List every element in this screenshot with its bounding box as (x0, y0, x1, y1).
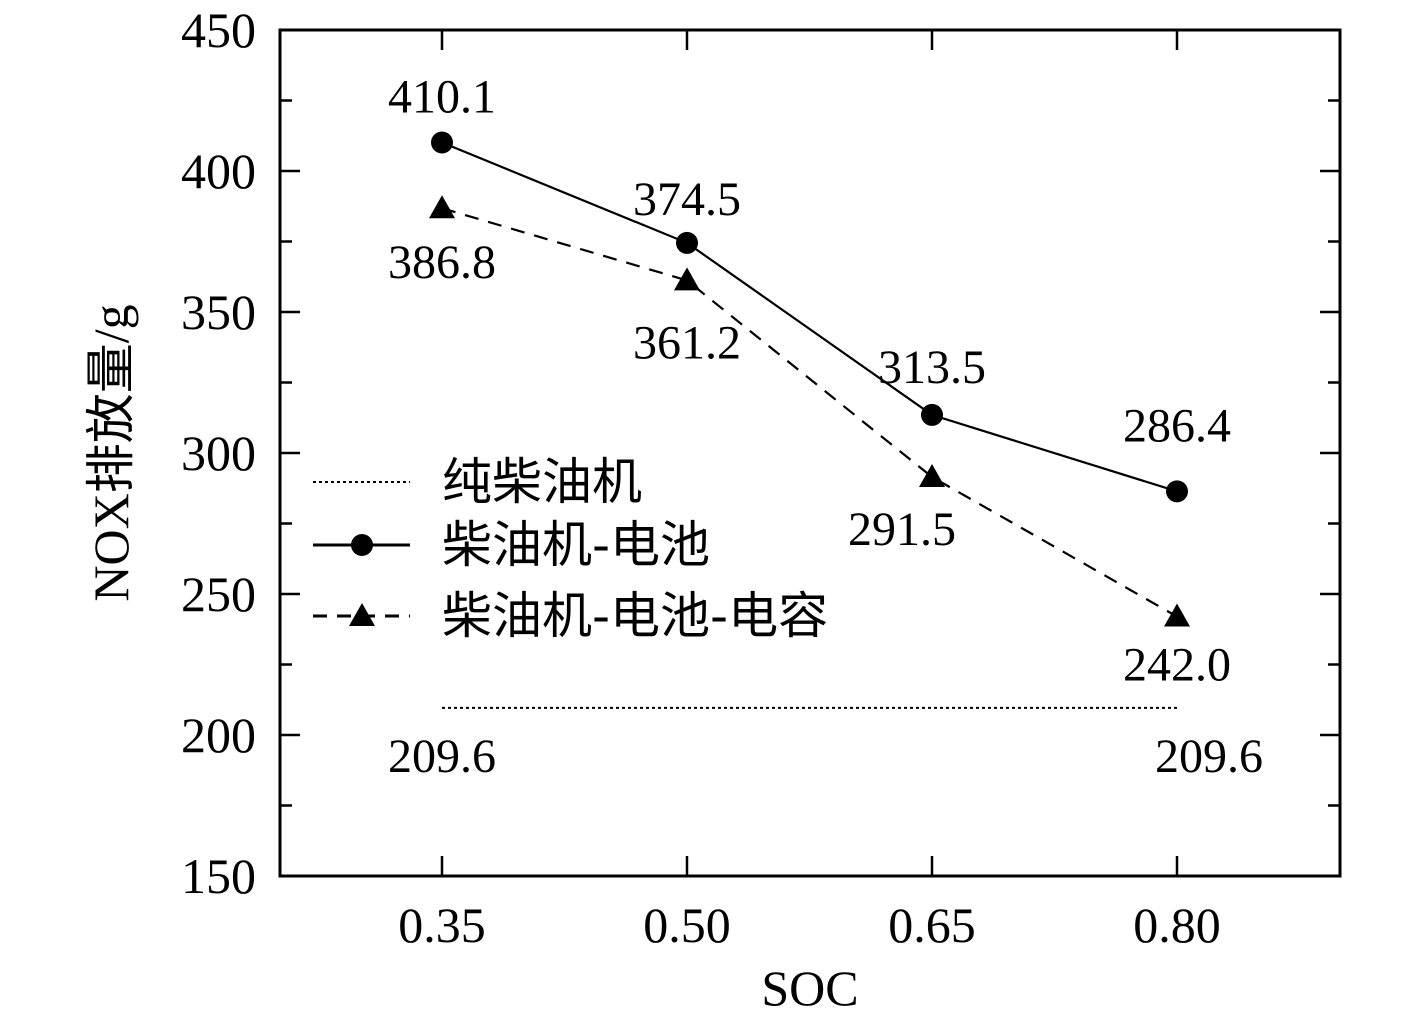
series-line-1 (441, 141, 1178, 493)
data-label: 410.1 (388, 71, 496, 124)
y-tick-label: 450 (181, 2, 256, 58)
legend-label: 柴油机-电池-电容 (442, 587, 828, 645)
legend-marker-2 (349, 603, 375, 626)
y-tick-label: 200 (181, 707, 256, 763)
series-line-2 (441, 207, 1178, 618)
data-label: 286.4 (1123, 399, 1231, 452)
y-axis-ticks: 150 200 250 300 350 400 450 (181, 2, 1340, 904)
x-tick-label: 0.50 (643, 897, 731, 953)
data-label: 291.5 (848, 503, 956, 556)
y-tick-label: 300 (181, 425, 256, 481)
y-tick-label: 150 (181, 848, 256, 904)
y-tick-label: 250 (181, 566, 256, 622)
series-1-point (431, 131, 453, 154)
y-axis-title: NOX排放量/g (83, 304, 139, 601)
data-label: 209.6 (1155, 730, 1263, 783)
y-tick-label: 350 (181, 284, 256, 340)
data-label: 361.2 (633, 316, 741, 369)
series-2-point (429, 195, 455, 219)
series-layer (429, 131, 1190, 709)
x-axis-ticks: 0.35 0.50 0.65 0.80 (398, 30, 1221, 953)
series-2-point (919, 463, 945, 487)
data-label: 209.6 (388, 730, 496, 783)
x-tick-label: 0.80 (1133, 897, 1221, 953)
series-2-point (1164, 603, 1190, 627)
legend-label: 纯柴油机 (442, 453, 642, 511)
legend-label: 柴油机-电池 (442, 516, 710, 574)
legend-marker-1 (351, 534, 373, 556)
x-tick-label: 0.35 (398, 897, 486, 953)
series-1-point (921, 403, 943, 426)
x-axis-title: SOC (761, 960, 858, 1016)
series-2-point (674, 267, 700, 291)
data-label: 242.0 (1123, 639, 1231, 692)
x-tick-label: 0.65 (888, 897, 976, 953)
series-1-point (1166, 480, 1188, 503)
data-label: 386.8 (388, 236, 496, 289)
y-tick-label: 400 (181, 143, 256, 199)
data-label: 374.5 (633, 173, 741, 226)
data-labels-layer: 209.6 209.6 410.1 374.5 313.5 286.4 386.8 361.2… (388, 71, 1263, 783)
series-1-point (676, 231, 698, 254)
data-label: 313.5 (878, 341, 986, 394)
